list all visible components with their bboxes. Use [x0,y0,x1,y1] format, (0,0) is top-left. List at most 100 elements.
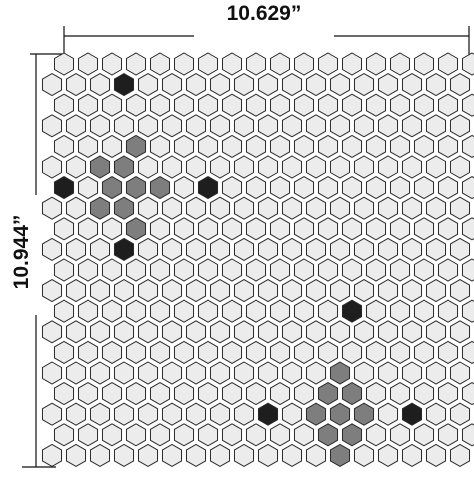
hex-tile-grid [41,52,474,467]
hex-tile-white [389,382,411,406]
hex-tile-white [365,382,387,406]
hex-tile-white [65,320,87,344]
hex-tile-white [269,176,291,200]
hex-tile-white [305,73,327,97]
hex-tile-white [257,73,279,97]
hex-tile-gray [113,196,135,220]
hex-tile-white [185,320,207,344]
hex-tile-white [233,279,255,303]
hex-tile-white [149,423,171,447]
width-label-bg [194,24,334,44]
hex-tile-white [53,258,75,282]
hex-tile-white [137,402,159,426]
hex-tile-white [77,258,99,282]
hex-tile-white [221,340,243,364]
hex-tile-white [305,114,327,138]
hex-tile-gray [317,423,339,447]
hex-tile-white [341,258,363,282]
hex-tile-white [221,423,243,447]
hex-tile-white [149,340,171,364]
hex-tile-white [161,155,183,179]
hex-tile-white [113,114,135,138]
hex-tile-white [65,279,87,303]
hex-tile-white [149,258,171,282]
hex-tile-white [41,402,63,426]
hex-tile-white [389,340,411,364]
hex-tile-white [89,114,111,138]
hex-tile-white [437,52,459,76]
hex-tile-white [161,73,183,97]
hex-tile-white [281,402,303,426]
hex-tile-white [425,361,447,385]
hex-tile-white [269,423,291,447]
hex-tile-white [281,73,303,97]
hex-tile-white [377,402,399,426]
hex-tile-white [197,93,219,117]
hex-tile-white [89,320,111,344]
hex-tile-white [209,155,231,179]
hex-tile-white [377,196,399,220]
hex-tile-white [389,134,411,158]
hex-tile-gray [149,176,171,200]
hex-tile-white [317,52,339,76]
hex-tile-white [413,299,435,323]
hex-tile-white [89,443,111,467]
hex-tile-white [269,93,291,117]
hex-tile-white [257,114,279,138]
hex-tile-white [257,279,279,303]
hex-tile-white [341,93,363,117]
hex-tile-white [125,93,147,117]
hex-tile-white [413,217,435,241]
hex-tile-white [365,217,387,241]
hex-tile-white [173,423,195,447]
hex-tile-white [269,299,291,323]
hex-tile-white [77,299,99,323]
hex-tile-white [425,155,447,179]
hex-tile-white [233,114,255,138]
hex-tile-white [281,443,303,467]
hex-tile-white [53,217,75,241]
hex-tile-white [317,134,339,158]
hex-tile-white [365,423,387,447]
hex-tile-white [185,361,207,385]
hex-tile-white [125,258,147,282]
hex-tile-white [449,155,471,179]
hex-tile-white [77,134,99,158]
hex-tile-white [77,176,99,200]
hex-tile-white [197,258,219,282]
hex-tile-white [221,299,243,323]
hex-tile-white [293,258,315,282]
hex-tile-white [449,361,471,385]
hex-tile-white [269,134,291,158]
hex-tile-gray [101,176,123,200]
hex-tile-white [149,93,171,117]
hex-tile-white [245,176,267,200]
hex-tile-white [209,73,231,97]
hex-tile-white [413,176,435,200]
hex-tile-white [401,320,423,344]
hex-tile-white [185,114,207,138]
hex-tile-white [449,114,471,138]
hex-tile-white [53,423,75,447]
hex-tile-white [413,258,435,282]
hex-tile-black [197,176,219,200]
hex-tile-white [449,237,471,261]
hex-tile-white [341,217,363,241]
hex-tile-gray [341,382,363,406]
hex-tile-white [257,237,279,261]
hex-tile-white [329,320,351,344]
hex-tile-white [233,320,255,344]
hex-tile-white [185,155,207,179]
hex-tile-white [149,299,171,323]
hex-tile-white [101,134,123,158]
hex-tile-gray [305,402,327,426]
hex-tile-white [293,52,315,76]
hex-tile-white [317,93,339,117]
hex-tile-white [173,299,195,323]
hex-tile-white [305,279,327,303]
hex-tile-white [401,196,423,220]
hex-tile-white [461,299,474,323]
hex-tile-white [137,361,159,385]
hex-tile-white [41,443,63,467]
